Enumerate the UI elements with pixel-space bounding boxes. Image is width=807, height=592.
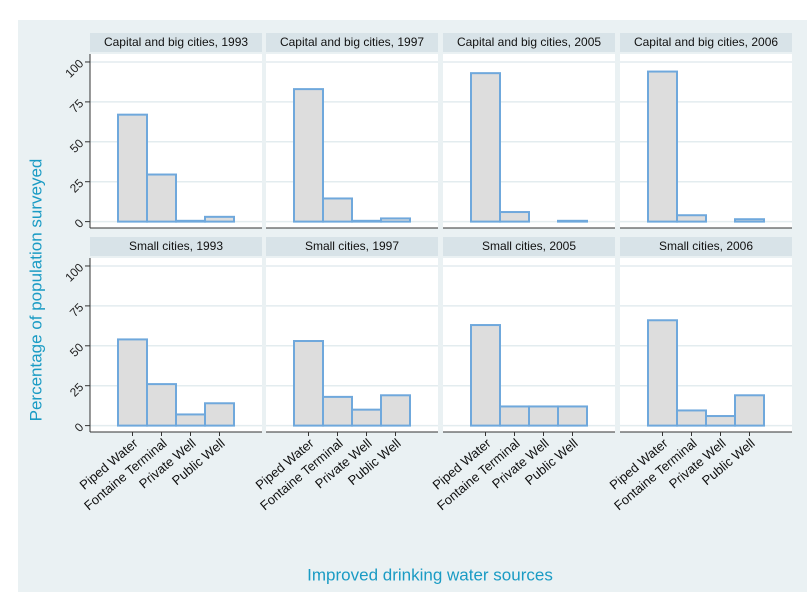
plot-area	[620, 258, 792, 432]
bar	[705, 415, 736, 427]
panel-title: Capital and big cities, 1997	[280, 35, 424, 49]
bar	[351, 408, 382, 427]
panel-header	[620, 33, 792, 52]
plot-area	[443, 54, 615, 228]
panel-title: Small cities, 2005	[482, 239, 576, 253]
bar	[322, 197, 353, 223]
bar	[117, 338, 148, 427]
panel-header	[443, 237, 615, 256]
panel-header	[620, 237, 792, 256]
panel-header	[90, 237, 262, 256]
bar	[204, 402, 235, 427]
panel-header	[443, 33, 615, 52]
panel-title: Capital and big cities, 2006	[634, 35, 778, 49]
bar	[175, 219, 206, 223]
bar	[734, 218, 765, 223]
bar	[528, 405, 559, 427]
panel-title: Small cities, 1997	[305, 239, 399, 253]
bar	[146, 173, 177, 223]
panel-header	[90, 33, 262, 52]
bar	[175, 413, 206, 427]
bar	[380, 217, 411, 223]
bar	[117, 113, 148, 223]
bar	[499, 405, 530, 427]
x-axis-title: Improved drinking water sources	[307, 565, 553, 584]
y-axis-title: Percentage of population surveyed	[26, 159, 45, 422]
panel-header	[266, 237, 438, 256]
bar	[322, 395, 353, 427]
bar	[676, 214, 707, 223]
bar	[557, 405, 588, 427]
panel-title: Capital and big cities, 2005	[457, 35, 601, 49]
bar	[470, 324, 501, 427]
bar	[676, 409, 707, 427]
bar	[557, 219, 588, 223]
bar	[204, 215, 235, 223]
bar	[470, 72, 501, 223]
bar	[499, 211, 530, 223]
bar	[647, 70, 678, 223]
bar	[351, 219, 382, 223]
bar	[734, 394, 765, 427]
bar	[647, 319, 678, 427]
panel-title: Small cities, 1993	[129, 239, 223, 253]
panel-title: Small cities, 2006	[659, 239, 753, 253]
panel-title: Capital and big cities, 1993	[104, 35, 248, 49]
bar	[293, 88, 324, 223]
bar	[380, 394, 411, 427]
bar	[293, 340, 324, 427]
bar	[146, 383, 177, 427]
plot-area	[620, 54, 792, 228]
panel-header	[266, 33, 438, 52]
